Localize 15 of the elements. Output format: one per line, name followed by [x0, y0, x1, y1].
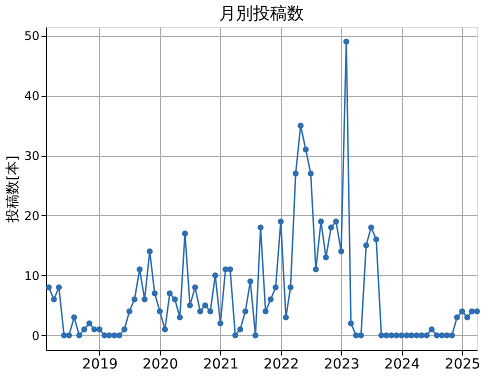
x-tick-label: 2020 [142, 356, 178, 372]
x-tick-label: 2021 [203, 356, 239, 372]
x-tick-label: 2019 [82, 356, 118, 372]
y-tick-label: 50 [24, 29, 40, 44]
x-tick-label: 2022 [263, 356, 300, 372]
y-tick-label: 0 [32, 328, 40, 343]
x-tick-label: 2025 [444, 356, 480, 372]
y-tick-label: 10 [24, 268, 40, 283]
y-tick-label: 30 [24, 149, 40, 164]
y-tick-label: 20 [24, 208, 40, 223]
y-axis-title: 投稿数[本] [5, 156, 22, 224]
y-tick-label: 40 [24, 89, 40, 104]
chart-title: 月別投稿数 [219, 4, 304, 24]
x-tick-label: 2024 [384, 356, 420, 372]
x-tick-label: 2023 [324, 356, 360, 372]
